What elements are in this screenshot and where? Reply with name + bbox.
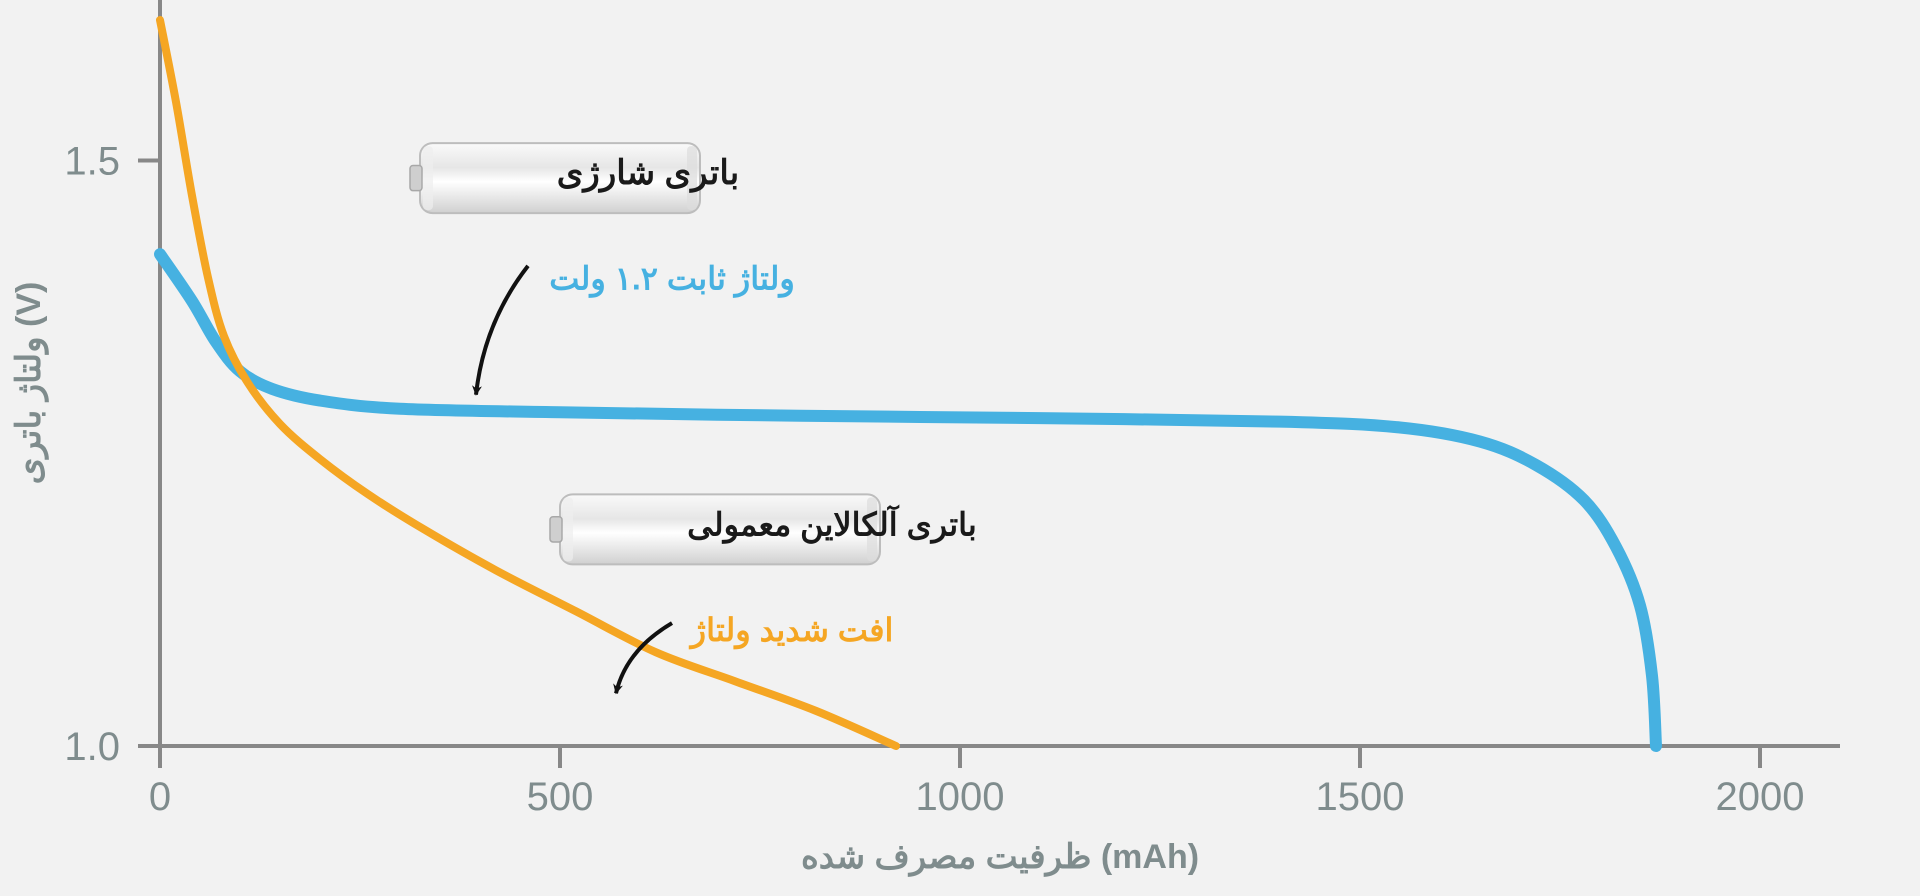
y-tick-label: 1.5 (64, 140, 120, 184)
x-tick-label: 1000 (916, 775, 1005, 819)
battery-voltage-chart: 0 500 1000 1500 2000 ظرفیت مصرف شده (mAh) 1.0 1… (0, 0, 1920, 896)
x-tick-label: 1500 (1316, 775, 1405, 819)
y-tick-label: 1.0 (64, 725, 120, 769)
y-axis-title: ولتاژ باتری (V) (10, 282, 49, 485)
chart-svg: 0 500 1000 1500 2000 ظرفیت مصرف شده (mAh) 1.0 1… (0, 0, 1920, 896)
x-axis-title: ظرفیت مصرف شده (mAh) (801, 838, 1199, 877)
rechargeable-callout-title: باتری شارژی (557, 154, 739, 193)
rechargeable-callout-subtitle: ولتاژ ثابت ۱.۲ ولت (549, 261, 795, 299)
alkaline-callout-subtitle: افت شدید ولتاژ (689, 612, 894, 650)
alkaline-callout-title: باتری آلکالاین معمولی (687, 504, 977, 545)
x-tick-label: 2000 (1716, 775, 1805, 819)
x-tick-label: 0 (149, 775, 171, 819)
x-tick-label: 500 (527, 775, 594, 819)
